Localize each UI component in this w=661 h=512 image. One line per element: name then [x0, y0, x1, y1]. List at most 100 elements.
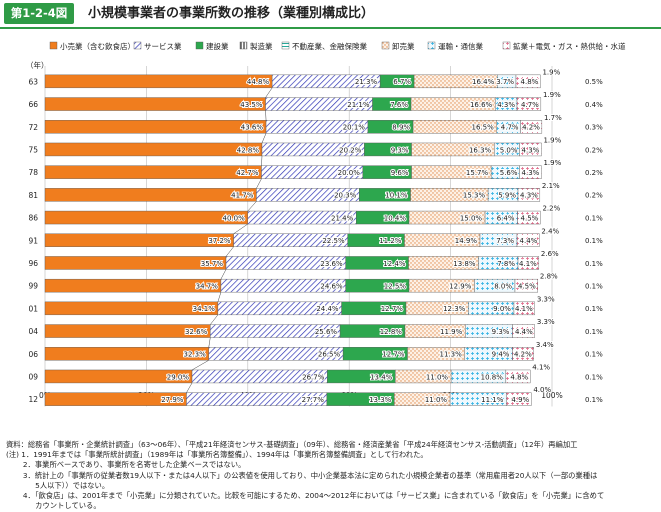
source-notes: 資料：総務省「事業所・企業統計調査」（63～06年）、「平成21年経済センサス-… — [6, 440, 656, 511]
year-label: 99 — [28, 282, 38, 291]
data-label: 11.0% — [425, 396, 448, 404]
data-label-mining: 0.1% — [585, 260, 603, 268]
data-label: 4.2% — [522, 124, 540, 132]
data-label: 10.4% — [384, 214, 407, 222]
data-label: 4.3% — [522, 146, 540, 154]
data-label: 16.5% — [471, 124, 494, 132]
data-label-mining: 0.4% — [585, 101, 603, 109]
data-label: 13.3% — [369, 396, 392, 404]
data-label: 35.7% — [201, 260, 224, 268]
bar-segment-0 — [44, 188, 257, 202]
data-label: 4.1% — [519, 260, 537, 268]
y-unit-label: （年） — [26, 60, 49, 70]
connector-line — [256, 178, 262, 189]
data-label-real-estate: 3.3% — [537, 318, 555, 326]
data-label: 8.0% — [494, 282, 512, 290]
bar-segment-0 — [44, 233, 234, 247]
bar-segment-0 — [44, 142, 263, 157]
year-label: 72 — [28, 123, 38, 132]
data-label: 21.1% — [347, 101, 370, 109]
data-label: 43.6% — [241, 124, 264, 132]
note-line: 資料：総務省「事業所・企業統計調査」（63～06年）、「平成21年経済センサス-… — [6, 440, 578, 449]
data-label: 4.8% — [510, 373, 528, 381]
legend-swatch — [133, 41, 142, 50]
data-label: 4.5% — [521, 214, 539, 222]
connector-line — [261, 155, 263, 166]
legend-label: 運輸・通信業 — [438, 41, 483, 51]
data-label: 27.9% — [161, 396, 184, 404]
year-label: 09 — [28, 372, 38, 381]
x-tick-label: 100% — [541, 391, 562, 400]
data-label: 34.7% — [196, 282, 219, 290]
data-label: 23.6% — [320, 260, 343, 268]
data-label-real-estate: 2.8% — [540, 273, 558, 281]
data-label-mining: 0.1% — [585, 237, 603, 245]
data-label: 5.9% — [498, 192, 516, 200]
data-label-mining: 0.1% — [585, 373, 603, 381]
year-label: 78 — [28, 168, 38, 177]
year-label: 81 — [28, 191, 38, 200]
data-label: 4.1% — [515, 305, 533, 313]
data-label: 41.7% — [231, 192, 254, 200]
data-label: 20.3% — [334, 192, 357, 200]
bar-segment-7 — [505, 369, 531, 384]
bar-segment-7 — [506, 392, 532, 406]
data-label: 5.6% — [500, 169, 518, 177]
figure-header: 第1-2-4図 小規模事業者の事業所数の推移（業種別構成比） — [0, 0, 661, 30]
data-label-real-estate: 4.0% — [533, 386, 551, 394]
bar-segment-0 — [44, 256, 227, 270]
data-label: 9.6% — [391, 169, 409, 177]
legend-label: 建設業 — [206, 41, 229, 51]
data-label: 24.4% — [316, 305, 339, 313]
data-label: 14.9% — [455, 237, 478, 245]
data-label: 34.1% — [193, 305, 216, 313]
data-label: 27.7% — [302, 396, 325, 404]
connector-line — [217, 292, 222, 302]
data-label: 11.2% — [379, 237, 402, 245]
legend-label: 鉱業＋電気・ガス・熱供給・水道 — [513, 41, 626, 51]
data-label: 12.7% — [382, 351, 405, 359]
year-label: 04 — [28, 327, 38, 336]
header-rule — [0, 27, 661, 29]
data-label: 6.4% — [497, 214, 515, 222]
data-label: 5.0% — [500, 146, 518, 154]
bar-segment-0 — [44, 74, 273, 89]
data-label: 21.4% — [331, 214, 354, 222]
bar-segment-7 — [513, 301, 535, 316]
bar-segment-7 — [517, 210, 541, 225]
note-line: 3．統計上の「事業所の従業者数19人以下・または4人以下」の公表値を使用しており… — [6, 470, 598, 480]
data-label: 25.6% — [315, 328, 338, 336]
data-label: 26.5% — [318, 351, 341, 359]
data-label-mining: 0.2% — [585, 192, 603, 200]
data-label: 4.9% — [511, 396, 529, 404]
legend-swatch — [239, 41, 248, 50]
year-label: 96 — [28, 259, 38, 268]
data-label: 9.4% — [492, 351, 510, 359]
data-label-mining: 0.1% — [585, 351, 603, 359]
bar-segment-7 — [516, 233, 540, 247]
connector-line — [233, 223, 248, 234]
legend-label: 小売業（含む飲食店） — [60, 41, 135, 51]
data-label: 4.7% — [501, 124, 519, 132]
legend-label: 不動産業、金融保険業 — [292, 41, 367, 51]
data-label: 43.5% — [240, 101, 263, 109]
stacked-bar-chart: 小売業（含む飲食店） サービス業 建設業 製造業 不動産業、金融保険業 卸売業 運輸・通信業… — [26, 41, 626, 407]
bar-segment-0 — [44, 278, 222, 293]
legend-entry: サービス業 — [133, 41, 182, 51]
data-label: 20.2% — [339, 146, 362, 154]
data-label: 42.8% — [237, 146, 260, 154]
data-label-real-estate: 3.4% — [536, 341, 554, 349]
data-label: 13.4% — [370, 373, 393, 381]
year-label: 91 — [28, 236, 38, 245]
bar-segment-7 — [519, 142, 542, 157]
data-label: 11.1% — [481, 396, 504, 404]
data-label: 12.4% — [383, 260, 406, 268]
data-label: 32.3% — [184, 351, 207, 359]
data-label: 26.7% — [302, 373, 325, 381]
data-label-mining: 0.2% — [585, 146, 603, 154]
year-label: 86 — [28, 214, 38, 223]
bar-segment-0 — [44, 210, 249, 225]
data-label: 20.0% — [338, 169, 361, 177]
data-label: 4.3% — [522, 169, 540, 177]
data-label: 12.7% — [381, 305, 404, 313]
